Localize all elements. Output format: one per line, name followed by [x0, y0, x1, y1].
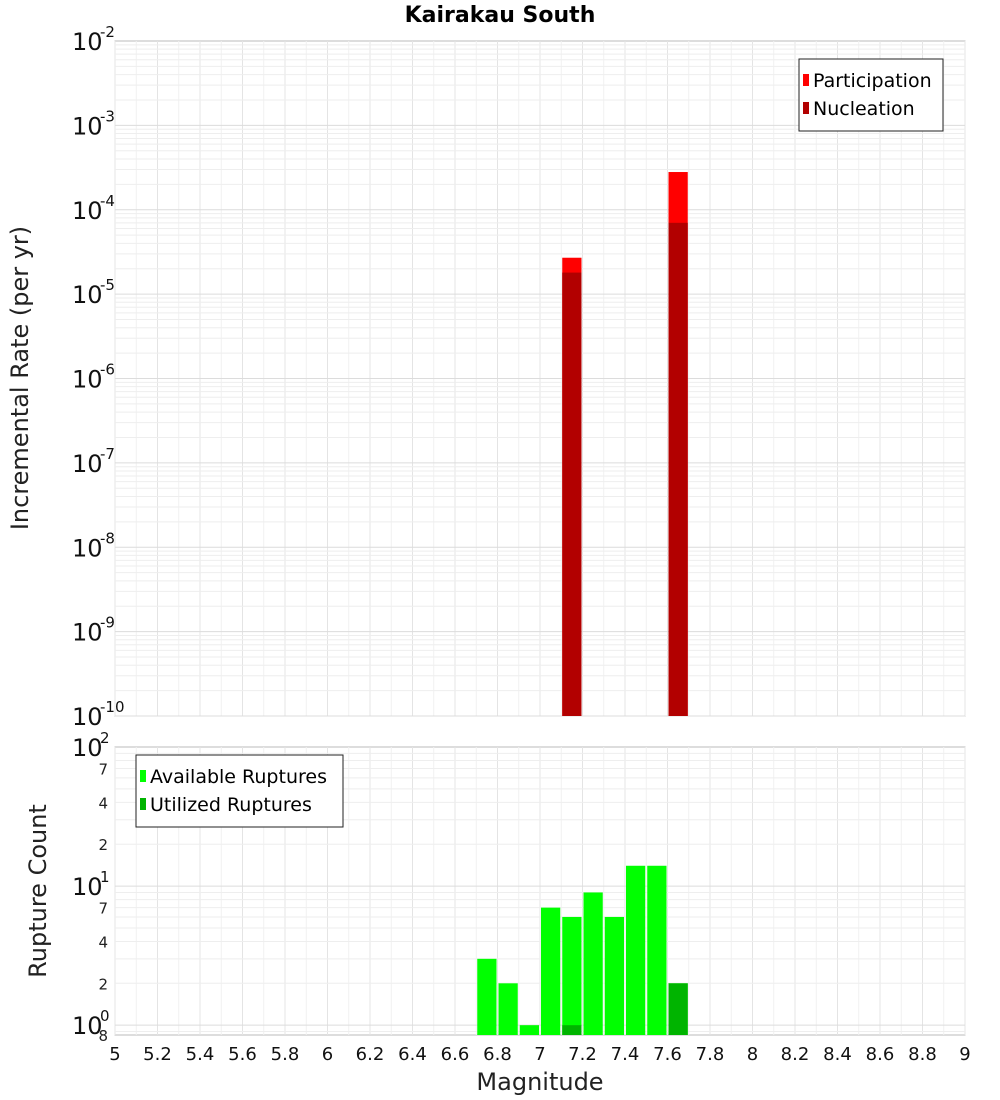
x-tick-label: 6.4 [398, 1044, 427, 1065]
legend-swatch [803, 102, 809, 114]
y-tick-exponent: 0 [100, 1007, 110, 1025]
x-tick-label: 8.4 [823, 1044, 852, 1065]
y-tick-exponent: -4 [100, 192, 115, 210]
x-tick-label: 5.8 [271, 1044, 300, 1065]
y-tick-label: 10 [72, 734, 103, 762]
y-minor-tick-label: 8 [98, 1027, 108, 1045]
count-bars [477, 865, 688, 1035]
rate-legend: Participation Nucleation [798, 58, 944, 132]
y-minor-tick-label: 2 [98, 836, 108, 854]
x-tick-label: 6.8 [483, 1044, 512, 1065]
legend-swatch [140, 770, 146, 782]
y-tick-label: 10 [72, 366, 103, 394]
x-tick-label: 7.2 [568, 1044, 597, 1065]
legend-swatch [803, 74, 809, 86]
x-tick-labels: 5 5.2 5.4 5.6 5.8 6 6.2 6.4 6.6 6.8 7 7.2 7.4 7.6 7.8 8… [109, 1044, 970, 1065]
bar-available-ruptures [477, 958, 497, 1035]
legend-label: Utilized Ruptures [150, 794, 312, 816]
y-tick-label: 10 [72, 450, 103, 478]
y-tick-exponent: -2 [100, 23, 115, 41]
y-tick-exponent: -5 [100, 276, 115, 294]
x-tick-label: 7.6 [653, 1044, 682, 1065]
y-minor-tick-label: 7 [98, 900, 108, 918]
bar-overlay-utilized-ruptures [562, 1025, 582, 1035]
x-tick-label: 7 [534, 1044, 545, 1065]
y-tick-label: 10 [72, 28, 103, 56]
y-tick-label: 10 [72, 703, 103, 731]
x-tick-label: 6 [322, 1044, 333, 1065]
x-tick-label: 5.2 [143, 1044, 172, 1065]
x-tick-label: 5 [109, 1044, 120, 1065]
x-axis-label: Magnitude [476, 1068, 603, 1096]
y-minor-tick-label: 4 [98, 933, 108, 951]
y-minor-tick-label: 2 [98, 975, 108, 993]
y-tick-exponent: -7 [100, 445, 115, 463]
y-tick-label: 10 [72, 1012, 103, 1040]
x-tick-label: 8 [747, 1044, 758, 1065]
legend-label: Nucleation [813, 98, 915, 120]
bar-overlay-nucleation [562, 272, 582, 716]
legend-box [798, 58, 944, 132]
y-tick-exponent: -6 [100, 361, 115, 379]
y-tick-exponent: -9 [100, 614, 115, 632]
bar-available-ruptures [541, 907, 561, 1035]
y-tick-exponent: -8 [100, 529, 115, 547]
bar-available-ruptures [583, 892, 603, 1035]
count-legend: Available Ruptures Utilized Ruptures [135, 754, 344, 828]
y-tick-exponent: -3 [100, 107, 115, 125]
bar-available-ruptures [604, 916, 624, 1035]
bar-overlay-utilized-ruptures [668, 983, 688, 1035]
chart-title: Kairakau South [405, 3, 596, 28]
y-tick-label: 10 [72, 281, 103, 309]
bar-available-ruptures [498, 983, 518, 1035]
x-tick-label: 8.6 [866, 1044, 895, 1065]
y-minor-tick-label: 7 [98, 761, 108, 779]
legend-label: Participation [813, 70, 932, 92]
x-tick-label: 8.8 [908, 1044, 937, 1065]
y-tick-label: 10 [72, 619, 103, 647]
y-tick-exponent: -10 [100, 698, 125, 716]
count-y-axis-label: Rupture Count [24, 804, 52, 978]
x-tick-label: 7.8 [696, 1044, 725, 1065]
y-tick-exponent: 1 [100, 868, 110, 886]
bar-available-ruptures [562, 916, 582, 1035]
y-tick-label: 10 [72, 534, 103, 562]
x-tick-label: 6.2 [356, 1044, 385, 1065]
y-tick-label: 10 [72, 112, 103, 140]
legend-label: Available Ruptures [150, 766, 327, 788]
bar-overlay-nucleation [668, 222, 688, 716]
rate-bars [562, 172, 688, 716]
bar-available-ruptures [519, 1025, 539, 1035]
rate-y-axis-label: Incremental Rate (per yr) [6, 226, 34, 530]
y-minor-tick-label: 4 [98, 794, 108, 812]
bar-available-ruptures [626, 865, 646, 1035]
y-tick-label: 10 [72, 873, 103, 901]
y-tick-exponent: 2 [100, 729, 110, 747]
y-tick-label: 10 [72, 197, 103, 225]
rate-grid [114, 41, 966, 717]
legend-box [135, 754, 344, 828]
x-tick-label: 5.4 [186, 1044, 215, 1065]
x-tick-label: 5.6 [228, 1044, 257, 1065]
x-tick-label: 6.6 [441, 1044, 470, 1065]
x-tick-label: 9 [959, 1044, 970, 1065]
x-tick-label: 8.2 [781, 1044, 810, 1065]
x-tick-label: 7.4 [611, 1044, 640, 1065]
bar-available-ruptures [647, 865, 667, 1035]
legend-swatch [140, 798, 146, 810]
